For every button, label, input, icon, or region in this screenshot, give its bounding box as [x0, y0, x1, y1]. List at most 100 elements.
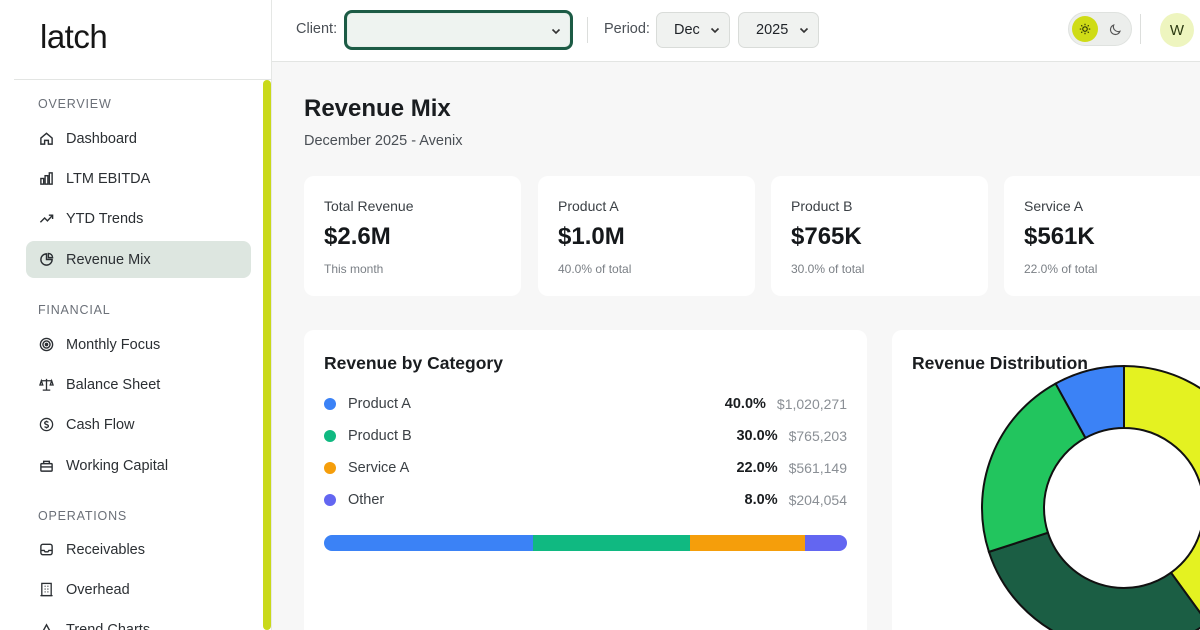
- category-amount: $561,149: [788, 460, 847, 476]
- sidebar-item-label: YTD Trends: [66, 210, 144, 227]
- kpi-card-service-a: Service A $561K 22.0% of total: [1004, 176, 1200, 296]
- toolbar-divider: [587, 17, 588, 43]
- sidebar-item-label: Receivables: [66, 541, 145, 558]
- dollar-circle-icon: [38, 417, 54, 433]
- target-icon: [38, 337, 54, 353]
- sidebar-item-label: Revenue Mix: [66, 251, 151, 268]
- legend-dot: [324, 398, 336, 410]
- sidebar-scrollbar[interactable]: [263, 80, 271, 630]
- sidebar-item-working-capital[interactable]: Working Capital: [26, 447, 251, 484]
- kpi-note: This month: [324, 262, 384, 276]
- sidebar-item-label: Balance Sheet: [66, 376, 161, 393]
- card-title: Revenue by Category: [324, 353, 503, 373]
- category-percent: 30.0%: [736, 428, 778, 444]
- kpi-card-total-revenue: Total Revenue $2.6M This month: [304, 176, 521, 296]
- category-share-bar: [324, 535, 847, 551]
- kpi-label: Product B: [791, 198, 853, 214]
- chart-icon: [38, 622, 54, 630]
- month-select[interactable]: Dec: [656, 12, 730, 48]
- sidebar-divider: [14, 79, 272, 80]
- kpi-note: 40.0% of total: [558, 262, 632, 276]
- inbox-icon: [38, 542, 54, 558]
- share-bar-segment: [533, 535, 691, 551]
- category-row: Product B 30.0% $765,203: [324, 426, 847, 446]
- kpi-value: $1.0M: [558, 223, 625, 250]
- kpi-value: $561K: [1024, 223, 1095, 250]
- category-amount: $765,203: [788, 428, 847, 444]
- category-percent: 8.0%: [744, 492, 778, 508]
- year-select-value: 2025: [756, 22, 789, 38]
- moon-icon[interactable]: [1105, 19, 1125, 39]
- kpi-card-product-a: Product A $1.0M 40.0% of total: [538, 176, 755, 296]
- donut-slice-product-a[interactable]: [1123, 364, 1200, 623]
- category-name: Product B: [348, 428, 412, 444]
- sidebar-item-label: Dashboard: [66, 130, 137, 147]
- category-percent: 40.0%: [724, 396, 766, 412]
- top-bar: Client: Period: Dec 2025 W: [272, 0, 1200, 62]
- card-title: Revenue Distribution: [912, 353, 1088, 373]
- pie-chart-icon: [38, 252, 54, 268]
- legend-dot: [324, 430, 336, 442]
- sidebar-item-revenue-mix[interactable]: Revenue Mix: [26, 241, 251, 278]
- section-label-financial: FINANCIAL: [38, 303, 111, 317]
- theme-toggle[interactable]: [1068, 12, 1132, 46]
- kpi-note: 30.0% of total: [791, 262, 865, 276]
- sidebar-item-ltm-ebitda[interactable]: LTM EBITDA: [26, 160, 251, 197]
- sidebar-item-balance-sheet[interactable]: Balance Sheet: [26, 366, 251, 403]
- kpi-note: 22.0% of total: [1024, 262, 1098, 276]
- category-row: Service A 22.0% $561,149: [324, 458, 847, 478]
- sidebar-item-monthly-focus[interactable]: Monthly Focus: [26, 326, 251, 363]
- sidebar: latch OVERVIEW Dashboard LTM EBITDA YTD …: [0, 0, 272, 630]
- sidebar-item-dashboard[interactable]: Dashboard: [26, 120, 251, 157]
- month-select-value: Dec: [674, 22, 700, 38]
- client-select[interactable]: [344, 10, 573, 50]
- chevron-down-icon: [709, 24, 721, 40]
- donut-slice-other[interactable]: [1054, 364, 1125, 440]
- kpi-label: Product A: [558, 198, 619, 214]
- category-percent: 22.0%: [736, 460, 778, 476]
- sidebar-item-cash-flow[interactable]: Cash Flow: [26, 406, 251, 443]
- trend-up-icon: [38, 211, 54, 227]
- share-bar-segment: [805, 535, 847, 551]
- category-row: Product A 40.0% $1,020,271: [324, 394, 847, 414]
- chevron-down-icon: [550, 24, 562, 42]
- sidebar-item-label: Monthly Focus: [66, 336, 161, 353]
- app-logo[interactable]: latch: [40, 18, 108, 55]
- sidebar-item-ytd-trends[interactable]: YTD Trends: [26, 200, 251, 237]
- category-amount: $1,020,271: [776, 396, 847, 412]
- category-amount: $204,054: [788, 492, 847, 508]
- legend-dot: [324, 462, 336, 474]
- home-icon: [38, 131, 54, 147]
- avatar[interactable]: W: [1160, 13, 1194, 47]
- toolbar-divider: [1140, 14, 1141, 44]
- briefcase-icon: [38, 458, 54, 474]
- page-subtitle: December 2025 - Avenix: [304, 133, 463, 149]
- category-name: Service A: [348, 460, 410, 476]
- share-bar-segment: [690, 535, 806, 551]
- sidebar-item-receivables[interactable]: Receivables: [26, 531, 251, 568]
- revenue-donut-chart: [981, 364, 1200, 630]
- category-name: Other: [348, 492, 385, 508]
- donut-slice-service-a[interactable]: [981, 382, 1087, 554]
- sidebar-item-trend-charts[interactable]: Trend Charts: [26, 611, 251, 630]
- section-label-overview: OVERVIEW: [38, 97, 112, 111]
- building-icon: [38, 582, 54, 598]
- legend-dot: [324, 494, 336, 506]
- revenue-distribution-card: Revenue Distribution: [892, 330, 1200, 630]
- donut-slice-product-b[interactable]: [987, 531, 1200, 630]
- sidebar-item-label: Cash Flow: [66, 416, 135, 433]
- chevron-down-icon: [798, 24, 810, 40]
- sidebar-item-label: Trend Charts: [66, 621, 151, 630]
- year-select[interactable]: 2025: [738, 12, 819, 48]
- period-label: Period:: [604, 21, 650, 37]
- sidebar-item-overhead[interactable]: Overhead: [26, 571, 251, 608]
- page-title: Revenue Mix: [304, 95, 451, 122]
- revenue-by-category-card: Revenue by Category Product A 40.0% $1,0…: [304, 330, 867, 630]
- sidebar-item-label: Overhead: [66, 581, 130, 598]
- category-name: Product A: [348, 396, 411, 412]
- category-row: Other 8.0% $204,054: [324, 490, 847, 510]
- share-bar-segment: [324, 535, 534, 551]
- sun-icon[interactable]: [1072, 16, 1098, 42]
- section-label-operations: OPERATIONS: [38, 509, 128, 523]
- client-label: Client:: [296, 21, 338, 37]
